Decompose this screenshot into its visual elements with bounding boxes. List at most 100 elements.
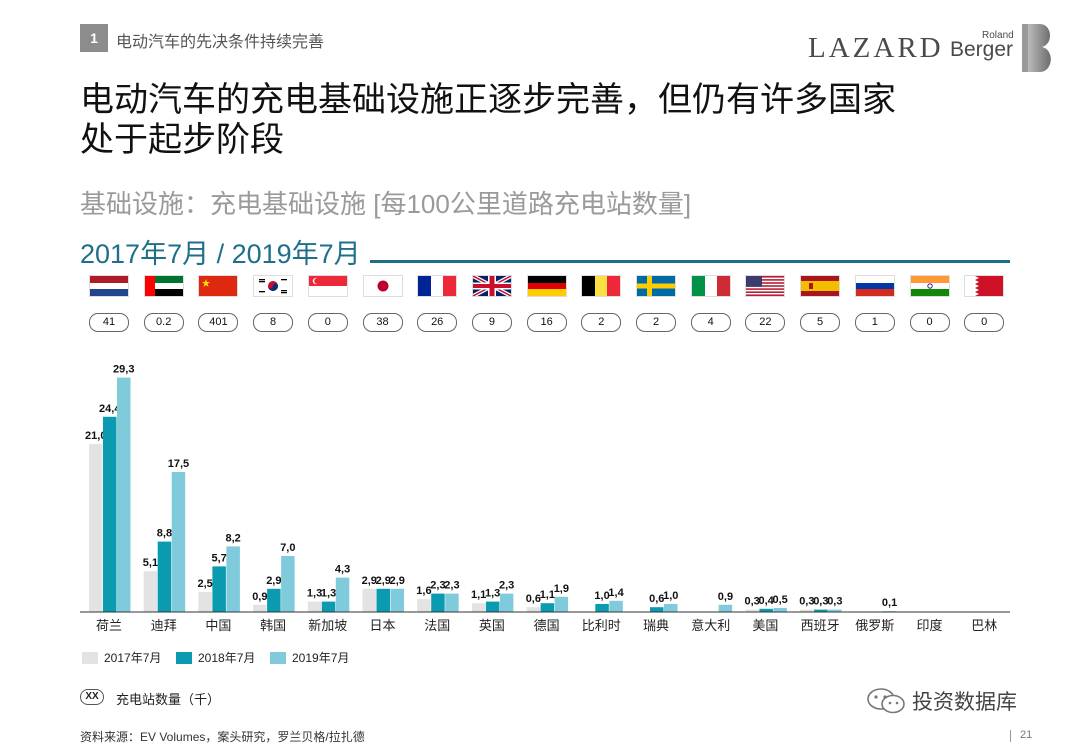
date-range-rule xyxy=(370,260,1010,263)
data-label: 0,1 xyxy=(882,597,897,609)
bar-2018年7月-瑞典 xyxy=(650,607,664,612)
category-label: 西班牙 xyxy=(801,619,840,634)
data-label: 24,4 xyxy=(99,403,121,415)
bar-2019年7月-法国 xyxy=(445,593,459,612)
bar-2019年7月-比利时 xyxy=(609,600,623,612)
data-label: 21,0 xyxy=(85,430,106,442)
sweden-flag-icon xyxy=(637,276,675,296)
bar-2017年7月-英国 xyxy=(471,603,486,612)
station-count-pill: 41 xyxy=(89,313,129,332)
data-label: 1,6 xyxy=(416,585,431,597)
category-label: 瑞典 xyxy=(643,619,669,634)
data-label: 2,3 xyxy=(444,580,459,592)
bar-2019年7月-日本 xyxy=(390,588,404,612)
bar-2017年7月-荷兰 xyxy=(89,444,103,612)
station-count-pill: 0 xyxy=(909,313,950,332)
spain-flag-icon xyxy=(801,276,840,296)
italy-flag-icon xyxy=(691,276,730,296)
germany-flag-icon xyxy=(527,276,566,296)
data-label: 8,8 xyxy=(157,528,172,540)
uae-flag-icon xyxy=(144,276,183,296)
bar-2017年7月-日本 xyxy=(362,588,376,612)
category-label: 韩国 xyxy=(260,619,286,634)
bar-2018年7月-日本 xyxy=(376,588,390,612)
data-label: 0,6 xyxy=(649,593,664,605)
station-count-pill: 38 xyxy=(362,313,403,332)
page-number: 21 xyxy=(1020,729,1033,741)
page-number-separator xyxy=(1010,730,1011,742)
data-label: 0,5 xyxy=(773,594,788,606)
date-range: 2017年7月 / 2019年7月 xyxy=(80,239,361,269)
station-count-pill: 8 xyxy=(253,313,294,332)
usa-flag-icon xyxy=(746,276,785,296)
category-label: 俄罗斯 xyxy=(855,619,894,634)
category-label: 美国 xyxy=(752,619,778,634)
data-label: 0,9 xyxy=(252,591,267,603)
source-note: 资料来源：EV Volumes，案头研究，罗兰贝格/拉扎德 xyxy=(80,730,365,744)
russia-flag-icon xyxy=(855,276,894,296)
bar-2019年7月-迪拜 xyxy=(171,472,186,612)
station-count-pill: 1 xyxy=(854,313,895,332)
belgium-flag-icon xyxy=(582,276,621,296)
station-count-pill: 2 xyxy=(581,313,622,332)
section-title: 电动汽车的先决条件持续完善 xyxy=(116,34,325,51)
data-label: 8,2 xyxy=(226,532,241,544)
legend-swatch-2019 xyxy=(270,651,286,664)
data-label: 5,1 xyxy=(143,557,158,569)
station-count-pill: 2 xyxy=(636,313,676,332)
page-title-line2: 处于起步阶段 xyxy=(80,121,284,159)
wechat-icon xyxy=(867,688,905,714)
station-count-pill: 4 xyxy=(690,313,731,332)
bar-2019年7月-荷兰 xyxy=(117,377,131,612)
bar-2019年7月-西班牙 xyxy=(828,609,842,612)
bar-2019年7月-德国 xyxy=(554,596,569,612)
station-count-pill: 16 xyxy=(526,313,567,332)
bar-2018年7月-新加坡 xyxy=(321,601,336,612)
bar-2019年7月-韩国 xyxy=(281,556,295,612)
station-count-pill: 401 xyxy=(198,313,239,332)
bar-2018年7月-法国 xyxy=(431,593,445,612)
bar-2017年7月-德国 xyxy=(526,607,541,612)
bar-2017年7月-韩国 xyxy=(253,604,267,612)
data-label: 0,4 xyxy=(759,595,775,607)
category-label: 巴林 xyxy=(971,619,997,634)
netherlands-flag-icon xyxy=(90,276,128,296)
bar-2018年7月-迪拜 xyxy=(157,541,172,612)
south-korea-flag-icon xyxy=(254,276,293,296)
data-label: 0,3 xyxy=(827,596,842,608)
note-pill: XX xyxy=(80,689,104,705)
singapore-flag-icon xyxy=(308,276,347,296)
bar-2018年7月-韩国 xyxy=(267,588,281,612)
bar-2019年7月-美国 xyxy=(773,608,787,612)
station-count-pill: 0 xyxy=(964,313,1005,332)
data-label: 2,9 xyxy=(390,575,405,587)
watermark: 投资数据库 xyxy=(866,686,1017,716)
data-label: 1,3 xyxy=(307,588,322,600)
data-label: 1,4 xyxy=(608,587,624,599)
data-label: 29,3 xyxy=(113,364,134,376)
bar-2018年7月-西班牙 xyxy=(814,609,828,612)
legend-label-2018: 2018年7月 xyxy=(198,651,256,665)
page-title: 电动汽车的充电基础设施正逐步完善，但仍有许多国家 处于起步阶段 xyxy=(80,80,896,160)
data-label: 2,9 xyxy=(266,575,281,587)
data-label: 1,3 xyxy=(321,588,336,600)
legend-2019: 2019年7月 xyxy=(270,649,349,666)
data-label: 1,0 xyxy=(663,590,678,602)
bar-2017年7月-迪拜 xyxy=(143,571,158,612)
roland-berger-b-mark-icon xyxy=(1022,24,1051,72)
bar-2019年7月-意大利 xyxy=(718,604,733,612)
bar-2019年7月-瑞典 xyxy=(664,604,678,612)
station-count-pill: 0.2 xyxy=(143,313,184,332)
station-count-pill: 9 xyxy=(471,313,512,332)
uk-flag-icon xyxy=(472,276,511,296)
legend-2018: 2018年7月 xyxy=(176,649,255,666)
bar-2018年7月-比利时 xyxy=(595,604,609,612)
bar-2018年7月-中国 xyxy=(212,566,226,612)
japan-flag-icon xyxy=(363,276,402,296)
station-count-pill: 22 xyxy=(745,313,786,332)
bar-2018年7月-德国 xyxy=(540,603,555,612)
charging-station-bar-chart: 21,0 24,4 29,3 荷兰 5,1 8,8 17,5 迪拜 2,5 5,7 8,2 中国 0,9… xyxy=(80,364,1010,634)
category-label: 日本 xyxy=(369,619,395,634)
watermark-text: 投资数据库 xyxy=(912,691,1017,714)
bar-2017年7月-西班牙 xyxy=(800,609,814,612)
